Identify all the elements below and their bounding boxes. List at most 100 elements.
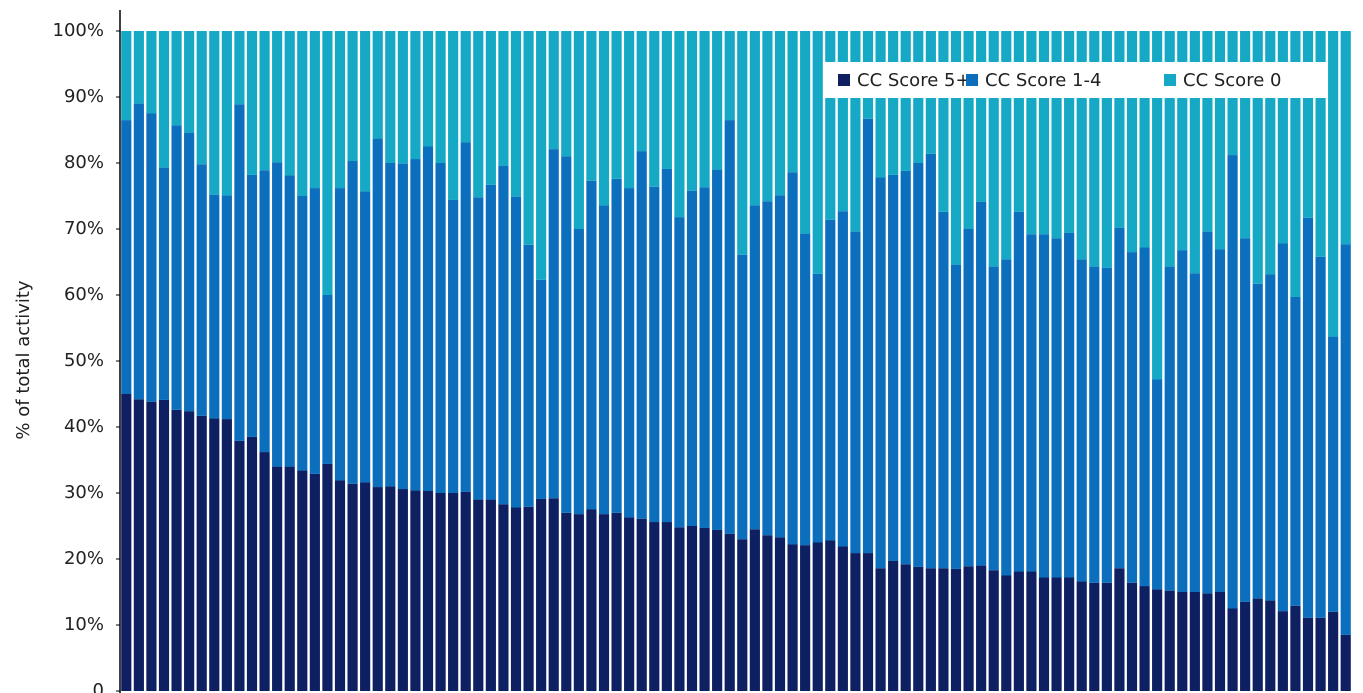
bar-segment (1164, 31, 1175, 267)
bar-segment (963, 229, 974, 567)
y-tick-label: 40% (64, 416, 104, 437)
bar-segment (1240, 238, 1251, 602)
bar-segment (146, 31, 157, 114)
bar-segment (862, 553, 874, 691)
bar-segment (1114, 568, 1125, 691)
bar-segment (1051, 577, 1062, 691)
bar-segment (385, 486, 396, 691)
bar-segment (448, 493, 459, 691)
bar-segment (938, 211, 949, 569)
bar-segment (1277, 611, 1288, 691)
bar-segment (586, 31, 597, 181)
bar-segment (1302, 31, 1314, 218)
bar-segment (121, 394, 132, 691)
bar-segment (410, 31, 421, 160)
bar-segment (1139, 586, 1150, 691)
bar-segment (762, 535, 773, 691)
bar-segment (422, 146, 434, 492)
bar-segment (1290, 296, 1301, 606)
legend-swatch (1164, 74, 1176, 86)
bar-segment (272, 31, 283, 163)
bar-segment (196, 31, 207, 165)
bar-segment (473, 499, 484, 691)
legend: CC Score 5+ CC Score 1-4 CC Score 0 (823, 62, 1326, 98)
bar-segment (699, 527, 710, 691)
bar-segment (184, 132, 195, 412)
bar-segment (385, 163, 396, 487)
bar-segment (1126, 31, 1138, 253)
bar-segment (460, 142, 471, 492)
bar-segment (774, 537, 786, 691)
bar-segment (837, 31, 848, 212)
bar-segment (598, 514, 610, 691)
bar-segment (636, 31, 647, 152)
bar-segment (661, 168, 672, 523)
bar-segment (347, 483, 358, 691)
bar-segment (862, 118, 874, 554)
bar-segment (171, 125, 182, 410)
bar-segment (825, 540, 836, 691)
y-tick-label: 0 (93, 680, 104, 693)
bar-segment (1114, 227, 1125, 569)
bar-segment (762, 201, 773, 536)
bar-segment (309, 188, 320, 474)
bar-segment (1064, 577, 1075, 691)
bar-segment (435, 31, 446, 163)
bar-segment (1013, 571, 1024, 691)
bar-segment (1340, 634, 1351, 691)
y-tick-label: 30% (64, 482, 104, 503)
bar-segment (1252, 598, 1263, 691)
bar-segment (1214, 249, 1226, 592)
bar-segment (1038, 31, 1050, 235)
bar-segment (1026, 234, 1037, 572)
bar-segment (888, 174, 899, 561)
bar-segment (1265, 274, 1276, 601)
bar-segment (397, 163, 408, 490)
bar-segment (950, 264, 962, 569)
bar-segment (297, 31, 308, 196)
bar-segment (1315, 617, 1326, 691)
bar-segment (712, 169, 723, 530)
bar-segment (586, 180, 597, 510)
bar-segment (485, 499, 496, 691)
y-tick-label: 50% (64, 350, 104, 371)
legend-label: CC Score 0 (1183, 70, 1281, 91)
bar-segment (1152, 31, 1163, 380)
bar-segment (1214, 592, 1226, 691)
bar-segment (1302, 617, 1314, 691)
bar-segment (1164, 590, 1175, 691)
bar-segment (1001, 259, 1012, 576)
bar-segment (963, 566, 974, 691)
bar-segment (121, 31, 132, 121)
legend-label: CC Score 5+ (857, 70, 971, 91)
bar-segment (800, 233, 811, 546)
bar-segment (925, 568, 936, 691)
bar-segment (422, 31, 434, 147)
bar-segment (950, 31, 962, 265)
bar-segment (1026, 31, 1037, 235)
bar-segment (1001, 31, 1012, 260)
bar-segment (988, 570, 999, 691)
bar-segment (435, 163, 446, 493)
bar-segment (1177, 592, 1188, 691)
bar-segment (1089, 31, 1100, 267)
y-tick-label: 20% (64, 548, 104, 569)
bar-segment (976, 31, 987, 202)
bar-segment (636, 518, 647, 691)
bar-segment (146, 113, 157, 402)
bar-segment (561, 31, 572, 157)
bar-segment (1089, 582, 1100, 691)
bar-segment (1177, 250, 1188, 592)
bar-segment (158, 31, 170, 168)
bar-segment (1328, 31, 1339, 337)
y-tick-label: 10% (64, 614, 104, 635)
bar-segment (913, 163, 924, 567)
bar-segment (1139, 31, 1150, 248)
bar-segment (1064, 31, 1075, 233)
bar-segment (737, 254, 748, 540)
bar-segment (246, 174, 258, 437)
bar-segment (1164, 266, 1175, 591)
bar-segment (272, 162, 283, 467)
bar-segment (259, 452, 270, 691)
bar-segment (334, 480, 346, 691)
